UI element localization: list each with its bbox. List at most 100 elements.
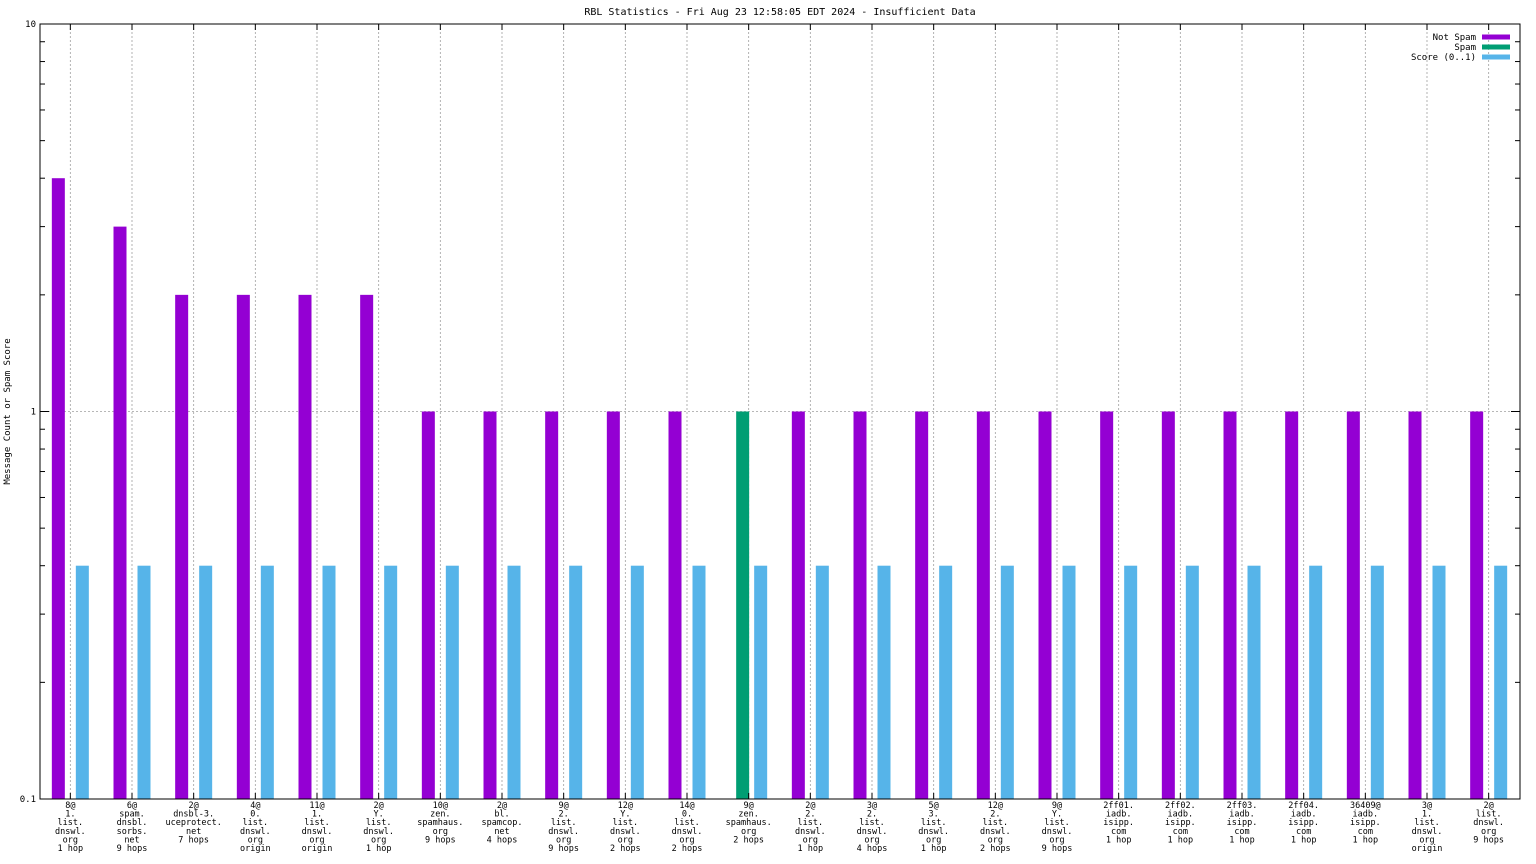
- x-category-line-4-1: 1.: [312, 810, 322, 820]
- x-category-line-6-0: 10@: [433, 801, 448, 811]
- x-category-line-11-1: zen.: [738, 810, 758, 820]
- x-category-line-8-4: org: [556, 835, 571, 845]
- x-category-line-22-1: 1.: [1422, 810, 1432, 820]
- bar-not-spam-16: [1038, 411, 1052, 799]
- bar-score-0-1--23: [1494, 565, 1508, 799]
- x-category-line-22-3: dnswl.: [1412, 827, 1443, 837]
- x-category-label-10: 14@ 0. list. dnswl. org 2 hops: [672, 801, 703, 854]
- bar-not-spam-22: [1408, 411, 1422, 799]
- x-category-line-4-5: origin: [302, 844, 333, 854]
- x-category-line-0-1: 1.: [65, 810, 75, 820]
- bar-score-0-1--5: [384, 565, 398, 799]
- x-category-line-10-2: list.: [674, 818, 700, 828]
- x-category-line-2-1: dnsbl-3.: [173, 810, 214, 820]
- bar-not-spam-5: [360, 294, 374, 799]
- x-category-line-10-0: 14@: [679, 801, 694, 811]
- x-category-line-15-0: 12@: [988, 801, 1003, 811]
- x-category-line-15-1: 2.: [990, 810, 1000, 820]
- x-category-label-8: 9@ 2. list. dnswl. org 9 hops: [548, 801, 579, 854]
- x-category-line-17-1: iadb.: [1106, 810, 1132, 820]
- x-category-line-18-0: 2ff02.: [1165, 801, 1196, 811]
- x-category-line-11-0: 9@: [744, 801, 754, 811]
- x-category-line-2-0: 2@: [189, 801, 199, 811]
- legend-swatch-0: [1482, 34, 1510, 40]
- x-category-line-3-4: org: [248, 835, 263, 845]
- x-category-line-8-1: 2.: [559, 810, 569, 820]
- x-category-line-4-3: dnswl.: [302, 827, 333, 837]
- bar-not-spam-19: [1223, 411, 1237, 799]
- axes: [39, 23, 1521, 800]
- bar-not-spam-3: [236, 294, 250, 799]
- x-category-line-16-0: 9@: [1052, 801, 1062, 811]
- x-category-line-14-5: 1 hop: [921, 844, 947, 854]
- x-category-label-3: 4@ 0. list. dnswl. org origin: [240, 801, 271, 854]
- x-category-line-20-4: 1 hop: [1291, 835, 1317, 845]
- x-category-line-5-5: 1 hop: [366, 844, 392, 854]
- bar-score-0-1--20: [1309, 565, 1323, 799]
- x-category-line-21-4: 1 hop: [1353, 835, 1379, 845]
- x-category-line-7-1: bl.: [494, 810, 509, 820]
- x-category-line-16-4: org: [1049, 835, 1064, 845]
- bar-score-0-1--4: [322, 565, 336, 799]
- x-category-line-3-2: list.: [243, 818, 269, 828]
- x-category-line-2-3: net: [186, 827, 201, 837]
- x-category-label-2: 2@ dnsbl-3. uceprotect. net 7 hops: [166, 801, 222, 845]
- x-category-line-17-4: 1 hop: [1106, 835, 1132, 845]
- bar-score-0-1--14: [939, 565, 953, 799]
- x-category-line-18-1: iadb.: [1168, 810, 1194, 820]
- x-category-line-14-1: 3.: [929, 810, 939, 820]
- x-category-line-1-0: 6@: [127, 801, 137, 811]
- x-category-line-7-3: net: [494, 827, 509, 837]
- x-category-line-6-2: spamhaus.: [417, 818, 463, 828]
- x-category-line-2-4: 7 hops: [178, 835, 209, 845]
- x-category-line-3-1: 0.: [250, 810, 260, 820]
- x-category-line-19-3: com: [1234, 827, 1249, 837]
- x-category-line-23-4: 9 hops: [1473, 835, 1504, 845]
- x-category-label-21: 36409@ iadb. isipp. com 1 hop: [1350, 801, 1381, 845]
- x-category-line-12-4: org: [803, 835, 818, 845]
- bar-marks: [51, 178, 1508, 800]
- x-category-label-4: 11@ 1. list. dnswl. org origin: [302, 801, 333, 854]
- x-category-line-22-5: origin: [1412, 844, 1443, 854]
- x-category-label-14: 5@ 3. list. dnswl. org 1 hop: [918, 801, 949, 854]
- bar-score-0-1--13: [877, 565, 891, 799]
- x-category-line-4-0: 11@: [309, 801, 324, 811]
- bar-score-0-1--22: [1432, 565, 1446, 799]
- x-category-label-15: 12@ 2. list. dnswl. org 2 hops: [980, 801, 1011, 854]
- x-category-line-5-4: org: [371, 835, 386, 845]
- x-category-label-9: 12@ Y. list. dnswl. org 2 hops: [610, 801, 641, 854]
- x-category-line-13-3: dnswl.: [857, 827, 888, 837]
- x-category-line-11-2: spamhaus.: [726, 818, 772, 828]
- bar-not-spam-4: [298, 294, 312, 799]
- bar-not-spam-10: [668, 411, 682, 799]
- x-category-line-14-2: list.: [921, 818, 947, 828]
- x-category-line-2-2: uceprotect.: [166, 818, 222, 828]
- x-category-line-3-5: origin: [240, 844, 271, 854]
- x-category-line-9-5: 2 hops: [610, 844, 641, 854]
- bar-not-spam-12: [791, 411, 805, 799]
- bar-not-spam-18: [1161, 411, 1175, 799]
- y-axis-label: Message Count or Spam Score: [3, 338, 13, 484]
- x-category-line-20-3: com: [1296, 827, 1311, 837]
- x-category-line-15-2: list.: [983, 818, 1009, 828]
- bar-not-spam-7: [483, 411, 497, 799]
- bar-score-0-1--11: [754, 565, 768, 799]
- bar-spam-11: [736, 411, 750, 799]
- x-category-line-7-2: spamcop.: [482, 818, 523, 828]
- x-category-line-6-4: 9 hops: [425, 835, 456, 845]
- x-category-line-15-3: dnswl.: [980, 827, 1011, 837]
- x-category-line-13-2: list.: [859, 818, 885, 828]
- x-category-line-5-0: 2@: [374, 801, 384, 811]
- legend-label-2: Score (0..1): [1411, 53, 1476, 63]
- bar-not-spam-15: [976, 411, 990, 799]
- x-category-line-7-0: 2@: [497, 801, 507, 811]
- x-category-label-16: 9@ Y. list. dnswl. org 9 hops: [1042, 801, 1073, 854]
- bar-not-spam-17: [1100, 411, 1114, 799]
- bar-score-0-1--1: [137, 565, 151, 799]
- x-category-line-12-2: list.: [798, 818, 824, 828]
- x-category-line-10-5: 2 hops: [672, 844, 703, 854]
- x-category-line-14-0: 5@: [929, 801, 939, 811]
- x-category-line-5-3: dnswl.: [363, 827, 394, 837]
- x-category-line-16-1: Y.: [1052, 810, 1062, 820]
- x-category-label-22: 3@ 1. list. dnswl. org origin: [1412, 801, 1443, 854]
